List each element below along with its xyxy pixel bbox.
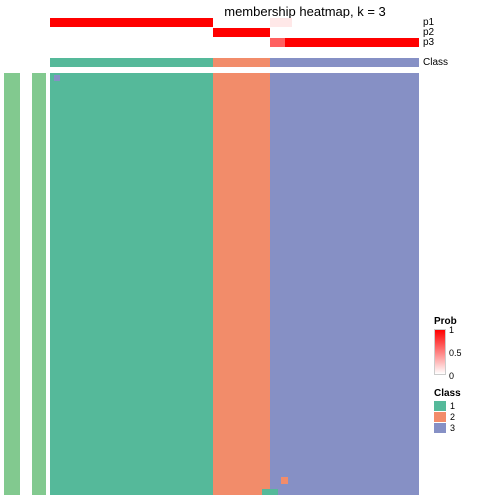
legend-item-label: 1 — [450, 401, 455, 411]
track-label-p3: p3 — [423, 37, 434, 48]
legend-swatch — [434, 412, 446, 422]
chart-title: membership heatmap, k = 3 — [205, 4, 405, 19]
legend-item-label: 2 — [450, 412, 455, 422]
legend-class-item: 1 — [434, 401, 461, 411]
legend-swatch — [434, 423, 446, 433]
track-p3 — [50, 38, 419, 47]
heatmap-class-3 — [270, 73, 419, 495]
legend-prob: Prob 10.50 — [434, 316, 457, 375]
heatmap-noise-2 — [262, 489, 278, 495]
legend-swatch — [434, 401, 446, 411]
membership-heatmap — [50, 73, 419, 495]
legend-class-title: Class — [434, 388, 461, 399]
track-label-class: Class — [423, 57, 448, 68]
prob-tick: 1 — [449, 325, 454, 335]
heatmap-noise-1 — [281, 477, 288, 484]
sidebar-outer-band — [4, 73, 20, 495]
legend-prob-gradient: 10.50 — [434, 329, 446, 375]
sidebar-inner-band — [32, 73, 46, 495]
track-p2 — [50, 28, 419, 37]
track-class — [50, 58, 419, 67]
prob-tick: 0 — [449, 371, 454, 381]
legend-item-label: 3 — [450, 423, 455, 433]
legend-class: Class 123 — [434, 388, 461, 434]
legend-class-items: 123 — [434, 401, 461, 433]
heatmap-class-2 — [213, 73, 270, 495]
legend-class-item: 2 — [434, 412, 461, 422]
prob-tick: 0.5 — [449, 348, 462, 358]
heatmap-class-1 — [50, 73, 213, 495]
heatmap-noise-0 — [54, 75, 60, 81]
legend-class-item: 3 — [434, 423, 461, 433]
track-p1 — [50, 18, 419, 27]
